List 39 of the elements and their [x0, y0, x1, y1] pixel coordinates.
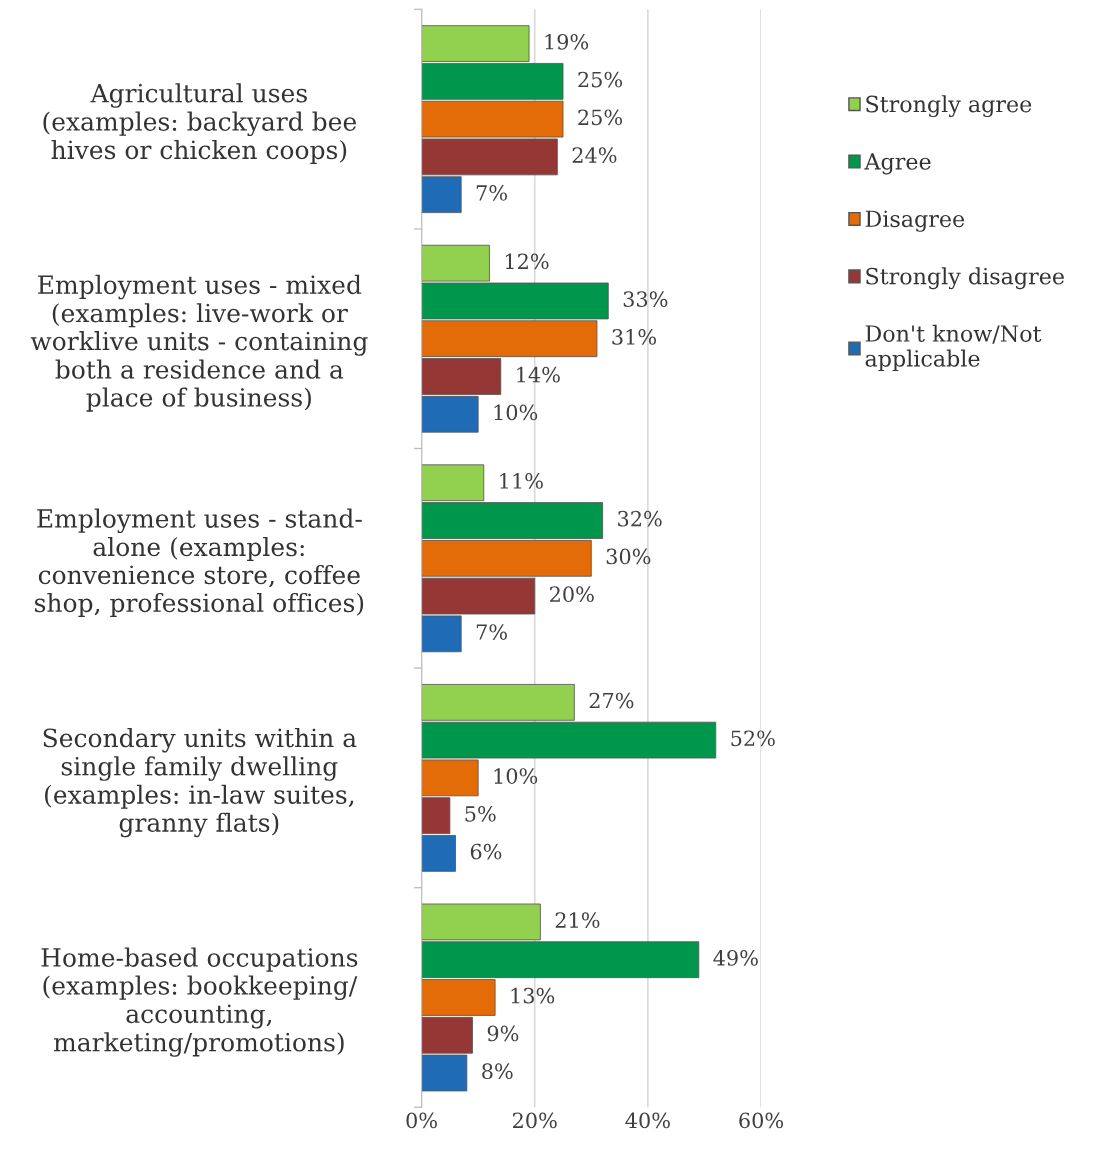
data-label: 21% — [555, 912, 600, 928]
data-label: 25% — [578, 109, 623, 126]
x-tick-label: 40% — [625, 1112, 670, 1129]
data-label: 49% — [713, 949, 758, 966]
data-label: 6% — [470, 843, 502, 860]
data-label: 7% — [476, 184, 507, 201]
data-label: 8% — [482, 1063, 513, 1080]
data-label: 52% — [731, 730, 775, 747]
y-tick-label: Employment uses - mixed (examples: live-work or worklive units - containing both a residence and a place of business) — [30, 274, 368, 412]
data-label: 12% — [505, 253, 549, 270]
legend-label: Agree — [864, 153, 931, 175]
data-label: 32% — [618, 510, 662, 527]
data-label: 25% — [578, 71, 623, 88]
legend-label: Strongly agree — [866, 95, 1032, 118]
data-label: 20% — [550, 586, 594, 603]
x-tick-label: 20% — [512, 1112, 557, 1129]
data-label: 7% — [476, 624, 507, 640]
y-tick-label: Agricultural uses (examples: backyard bee hives or chicken coops) — [43, 83, 357, 165]
y-tick-label: Employment uses - stand- alone (examples: convenience store, coffee shop, professional offices) — [35, 508, 364, 618]
y-tick-label: Home-based occupations (examples: bookkeeping/ accounting, marketing/promotions) — [41, 947, 358, 1057]
data-label: 13% — [511, 987, 555, 1004]
data-label: 5% — [465, 805, 496, 822]
x-tick-label: 60% — [739, 1112, 784, 1129]
data-label: 31% — [612, 329, 656, 345]
data-label: 11% — [500, 473, 543, 489]
x-tick-label: 0% — [406, 1112, 437, 1129]
data-label: 14% — [517, 366, 560, 383]
data-label: 24% — [572, 147, 617, 163]
data-label: 27% — [589, 692, 634, 709]
legend-label: Don't know/Not applicable — [865, 324, 1042, 372]
data-label: 9% — [487, 1025, 519, 1042]
data-label: 19% — [545, 33, 589, 50]
data-label: 30% — [606, 548, 651, 565]
data-label: 33% — [623, 291, 668, 307]
legend-label: Disagree — [865, 210, 965, 232]
data-label: 10% — [494, 404, 538, 421]
data-label: 10% — [494, 768, 538, 784]
y-tick-label: Secondary units within a single family dwelling (examples: in-law suites, granny flats) — [43, 727, 357, 838]
legend-label: Strongly disagree — [866, 267, 1064, 290]
